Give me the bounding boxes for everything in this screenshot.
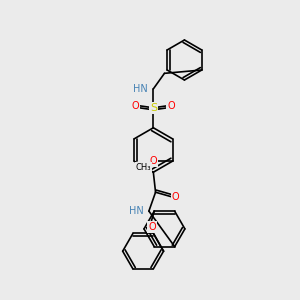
Text: O: O xyxy=(148,222,156,232)
Text: HN: HN xyxy=(129,206,143,216)
Text: O: O xyxy=(172,192,179,202)
Text: O: O xyxy=(150,156,158,166)
Text: CH₃: CH₃ xyxy=(136,163,152,172)
Text: HN: HN xyxy=(133,84,148,94)
Text: O: O xyxy=(167,100,175,111)
Text: S: S xyxy=(150,103,157,113)
Text: O: O xyxy=(132,100,140,111)
